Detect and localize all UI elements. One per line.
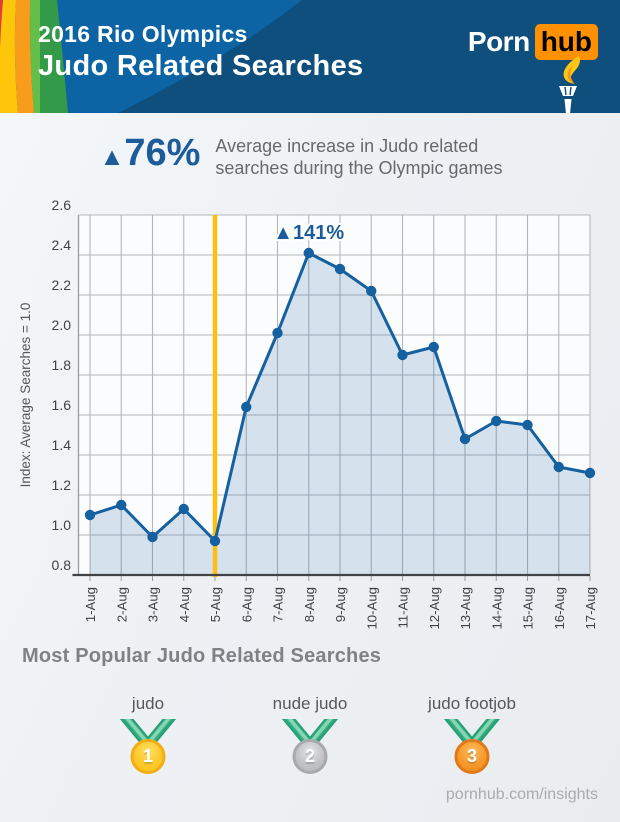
- stat-increase-value: ▲76%: [100, 133, 201, 177]
- svg-text:1.0: 1.0: [52, 517, 72, 533]
- bronze-medal-icon: 3: [443, 719, 501, 777]
- pornhub-logo: Porn hub: [468, 24, 598, 60]
- svg-text:2-Aug: 2-Aug: [114, 587, 129, 622]
- medal-rank-2: nude judo 2: [257, 694, 363, 777]
- svg-text:12-Aug: 12-Aug: [427, 587, 442, 630]
- svg-text:2.2: 2.2: [52, 277, 72, 293]
- header-banner: 2016 Rio Olympics Judo Related Searches …: [0, 0, 620, 113]
- svg-text:2.4: 2.4: [52, 237, 72, 253]
- svg-text:3-Aug: 3-Aug: [146, 587, 161, 622]
- svg-text:16-Aug: 16-Aug: [552, 587, 567, 630]
- svg-text:11-Aug: 11-Aug: [396, 587, 411, 629]
- page-title: 2016 Rio Olympics Judo Related Searches: [38, 21, 363, 83]
- medal-search-term: judo footjob: [428, 694, 516, 713]
- popular-searches-heading: Most Popular Judo Related Searches: [22, 645, 382, 667]
- up-arrow-icon: ▲: [99, 143, 125, 171]
- svg-text:Index: Average Searches = 1.0: Index: Average Searches = 1.0: [18, 303, 33, 488]
- stat-callout: ▲76% Average increase in Judo related se…: [0, 133, 620, 179]
- svg-text:0.8: 0.8: [52, 557, 72, 573]
- silver-medal-icon: 2: [281, 719, 339, 777]
- chart-canvas: 0.8 1.0 1.2 1.4 1.6 1.8 2.0 2.2 2.4 2.6 1-Aug 2-Aug…: [18, 197, 598, 630]
- svg-text:5-Aug: 5-Aug: [208, 587, 223, 622]
- logo-hub-badge: hub: [534, 24, 598, 60]
- svg-text:7-Aug: 7-Aug: [271, 587, 286, 622]
- medal-ranking: judo 1 nude judo 2 judo footjob: [0, 694, 620, 777]
- medal-rank-number: 1: [130, 739, 166, 774]
- svg-text:15-Aug: 15-Aug: [521, 587, 536, 630]
- insights-url: pornhub.com/insights: [445, 786, 598, 803]
- gold-medal-icon: 1: [119, 719, 177, 777]
- svg-text:1.2: 1.2: [52, 477, 72, 493]
- medal-search-term: nude judo: [272, 694, 348, 713]
- svg-text:6-Aug: 6-Aug: [239, 587, 254, 622]
- stat-description: Average increase in Judo related searche…: [215, 136, 503, 178]
- medal-rank-number: 3: [454, 739, 490, 774]
- svg-text:9-Aug: 9-Aug: [333, 587, 348, 622]
- olympic-torch-icon: [559, 56, 580, 113]
- svg-text:13-Aug: 13-Aug: [458, 587, 473, 630]
- medal-rank-1: judo 1: [95, 694, 201, 777]
- svg-text:14-Aug: 14-Aug: [489, 587, 504, 630]
- header-background-graphic: [0, 0, 620, 113]
- svg-text:1.8: 1.8: [52, 357, 72, 373]
- svg-text:1.6: 1.6: [52, 397, 72, 413]
- logo-porn-text: Porn: [467, 26, 530, 57]
- svg-text:1.4: 1.4: [52, 437, 72, 453]
- medal-rank-3: judo footjob 3: [419, 694, 525, 777]
- svg-text:17-Aug: 17-Aug: [583, 587, 598, 630]
- title-main: Judo Related Searches: [38, 50, 364, 82]
- svg-text:4-Aug: 4-Aug: [177, 587, 192, 622]
- svg-text:10-Aug: 10-Aug: [364, 587, 379, 630]
- svg-text:2.6: 2.6: [52, 197, 72, 213]
- svg-text:▲141%: ▲141%: [273, 222, 344, 244]
- medal-rank-number: 2: [292, 739, 328, 774]
- svg-text:1-Aug: 1-Aug: [83, 587, 98, 622]
- medal-search-term: judo: [131, 694, 165, 713]
- title-year: 2016 Rio Olympics: [38, 21, 248, 47]
- stat-percent: 76%: [124, 132, 201, 174]
- svg-text:2.0: 2.0: [52, 317, 72, 333]
- svg-text:8-Aug: 8-Aug: [302, 587, 317, 622]
- searches-line-chart: 0.8 1.0 1.2 1.4 1.6 1.8 2.0 2.2 2.4 2.6 1-Aug 2-Aug…: [0, 196, 620, 638]
